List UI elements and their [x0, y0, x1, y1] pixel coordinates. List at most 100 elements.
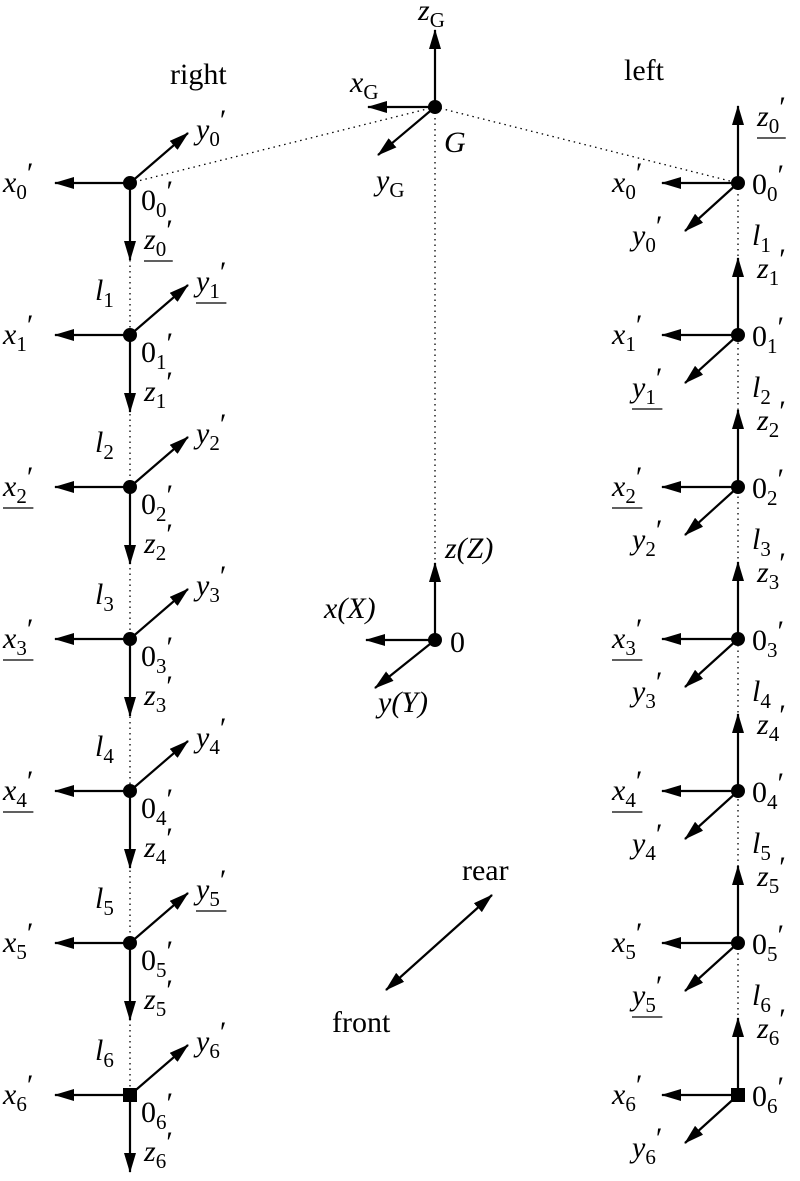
- right-z-label-3-prime: ′: [166, 670, 173, 703]
- right-origin-label-2-base: 0: [141, 488, 156, 521]
- left-z-label-0-base: z: [756, 100, 769, 133]
- right-origin-label-1-subscript: 1: [156, 350, 167, 374]
- right-x-label-0: x0′: [2, 157, 33, 204]
- right-x-label-2-prime: ′: [27, 461, 34, 494]
- right-origin-label-2-prime: ′: [167, 479, 174, 512]
- g-point-label: G: [444, 126, 466, 159]
- left-y-label-4-subscript: 4: [645, 841, 656, 865]
- right-y-label-6-base: y: [193, 1025, 210, 1058]
- left-y-label-2-base: y: [629, 523, 646, 556]
- left-x-label-4-subscript: 4: [625, 788, 636, 812]
- right-y-label-6-prime: ′: [220, 1016, 227, 1049]
- left-y-label-6-prime: ′: [656, 1122, 663, 1155]
- left-z-label-1-base: z: [756, 252, 769, 285]
- left-origin-label-6-prime: ′: [778, 1071, 785, 1104]
- right-x-label-6: x6′: [2, 1069, 33, 1116]
- right-x-label-2-subscript: 2: [16, 484, 27, 508]
- left-z-label-5-prime: ′: [779, 851, 786, 884]
- left-z-label-6-base: z: [756, 1012, 769, 1045]
- right-z-label-1: z1′: [143, 366, 173, 413]
- left-origin-label-4: 04′: [752, 767, 784, 814]
- left-x-label-1-prime: ′: [636, 309, 643, 342]
- right-x-label-0-base: x: [2, 166, 17, 199]
- g-point: [428, 100, 442, 114]
- left-z-label-2-subscript: 2: [769, 418, 780, 442]
- right-origin-label-2: 02′: [141, 479, 173, 526]
- left-z-label-5-base: z: [756, 860, 769, 893]
- left-link-label-4-subscript: 4: [760, 689, 771, 713]
- left-z-label-2-prime: ′: [779, 395, 786, 428]
- right-x-label-1: x1′: [2, 309, 33, 356]
- left-joint-2: [731, 480, 745, 494]
- left-origin-label-3: 03′: [752, 615, 784, 662]
- left-z-label-3-base: z: [756, 556, 769, 589]
- g-z-label-base: z: [417, 0, 430, 27]
- right-joint-0: [123, 176, 137, 190]
- right-link-label-3-base: l: [95, 578, 103, 611]
- right-origin-label-3-base: 0: [141, 640, 156, 673]
- left-link-label-5-subscript: 5: [760, 841, 771, 865]
- right-x-label-5-base: x: [2, 926, 17, 959]
- right-z-label-5-base: z: [143, 983, 156, 1016]
- left-origin-label-5-prime: ′: [778, 919, 785, 952]
- left-x-label-2-base: x: [611, 470, 626, 503]
- right-x-label-4-subscript: 4: [16, 788, 27, 812]
- right-link-label-5-base: l: [95, 882, 103, 915]
- left-y-label-6-subscript: 6: [645, 1145, 656, 1169]
- left-link-label-3-base: l: [752, 523, 760, 556]
- right-column-title: right: [170, 58, 227, 91]
- right-origin-label-4-subscript: 4: [156, 806, 167, 830]
- right-y-label-1: y1′: [193, 256, 226, 303]
- left-y-axis-arrow-3: [684, 638, 739, 688]
- right-link-label-1-base: l: [95, 274, 103, 307]
- left-origin-label-5: 05′: [752, 919, 784, 966]
- left-origin-label-5-base: 0: [752, 928, 767, 961]
- front-label: front: [332, 1006, 391, 1039]
- right-x-label-0-prime: ′: [27, 157, 34, 190]
- right-z-label-4-prime: ′: [166, 822, 173, 855]
- right-link-label-3-subscript: 3: [103, 592, 114, 616]
- right-origin-label-5-subscript: 5: [156, 958, 167, 982]
- right-y-label-5: y5′: [193, 864, 226, 911]
- right-origin-label-5-prime: ′: [167, 935, 174, 968]
- right-z-label-3-subscript: 3: [156, 693, 167, 717]
- right-y-axis-arrow-0: [129, 132, 189, 184]
- left-z-label-4-base: z: [756, 708, 769, 741]
- right-x-label-4-prime: ′: [27, 765, 34, 798]
- world-origin-label: 0: [450, 626, 465, 659]
- left-z-label-0-prime: ′: [779, 91, 786, 124]
- left-x-label-4: x4′: [611, 765, 642, 812]
- world-z-label: z(Z): [444, 532, 493, 565]
- right-z-label-5-prime: ′: [166, 974, 173, 1007]
- left-origin-label-5-subscript: 5: [767, 942, 778, 966]
- right-x-label-4-base: x: [2, 774, 17, 807]
- right-x-label-5-subscript: 5: [16, 940, 27, 964]
- left-origin-label-6-subscript: 6: [767, 1094, 778, 1118]
- right-origin-label-5-base: 0: [141, 944, 156, 977]
- right-origin-label-0-base: 0: [141, 184, 156, 217]
- left-y-axis-arrow-2: [684, 486, 739, 536]
- right-x-label-3: x3′: [2, 613, 33, 660]
- left-y-label-6: y6′: [629, 1122, 662, 1169]
- left-origin-label-4-base: 0: [752, 776, 767, 809]
- left-x-label-3-base: x: [611, 622, 626, 655]
- right-origin-label-5: 05′: [141, 935, 173, 982]
- right-link-label-4-base: l: [95, 730, 103, 763]
- right-origin-label-1: 01′: [141, 327, 173, 374]
- left-x-label-4-prime: ′: [636, 765, 643, 798]
- left-origin-label-3-subscript: 3: [767, 638, 778, 662]
- right-z-label-6-subscript: 6: [156, 1149, 167, 1173]
- right-y-label-3-prime: ′: [220, 560, 227, 593]
- right-origin-label-1-base: 0: [141, 336, 156, 369]
- right-origin-label-2-subscript: 2: [156, 502, 167, 526]
- left-z-label-4: z4′: [756, 699, 786, 746]
- right-z-label-6-base: z: [143, 1135, 156, 1168]
- right-y-label-3-subscript: 3: [209, 583, 220, 607]
- right-link-label-6-base: l: [95, 1034, 103, 1067]
- left-x-label-5-prime: ′: [636, 917, 643, 950]
- left-x-label-2-prime: ′: [636, 461, 643, 494]
- left-link-label-2: l2: [752, 371, 771, 409]
- left-x-label-3-subscript: 3: [625, 636, 636, 660]
- right-y-label-2-prime: ′: [220, 408, 227, 441]
- right-z-label-3-base: z: [143, 679, 156, 712]
